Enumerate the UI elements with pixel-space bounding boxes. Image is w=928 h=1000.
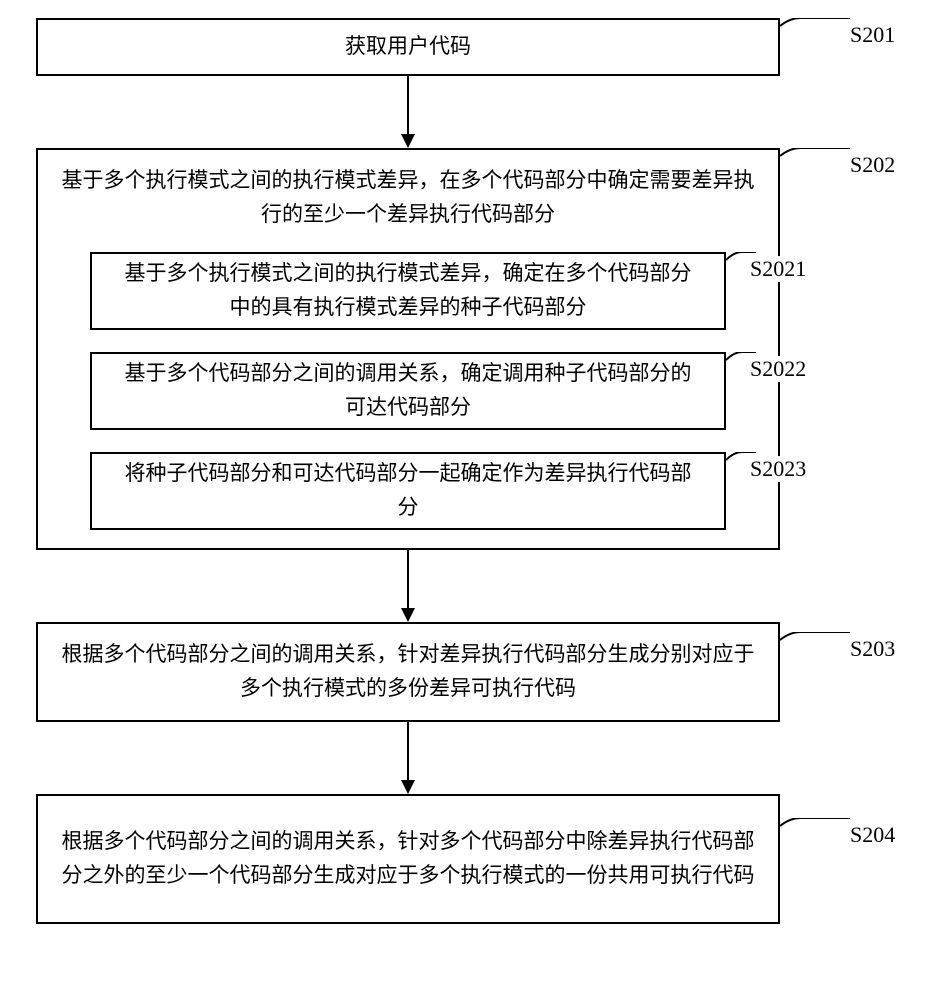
step-s2022-box: 基于多个代码部分之间的调用关系，确定调用种子代码部分的可达代码部分 bbox=[90, 352, 726, 430]
step-s203-box: 根据多个代码部分之间的调用关系，针对差异执行代码部分生成分别对应于多个执行模式的… bbox=[36, 622, 780, 722]
step-s2023-text: 将种子代码部分和可达代码部分一起确定作为差异执行代码部分 bbox=[118, 457, 698, 524]
label-s201: S201 bbox=[850, 22, 895, 48]
arrow-s203-s204 bbox=[407, 722, 409, 780]
label-s202: S202 bbox=[850, 152, 895, 178]
step-s204-text: 根据多个代码部分之间的调用关系，针对多个代码部分中除差异执行代码部分之外的至少一… bbox=[58, 825, 758, 892]
step-s203-text: 根据多个代码部分之间的调用关系，针对差异执行代码部分生成分别对应于多个执行模式的… bbox=[58, 638, 758, 705]
label-s203: S203 bbox=[850, 636, 895, 662]
step-s2021-box: 基于多个执行模式之间的执行模式差异，确定在多个代码部分中的具有执行模式差异的种子… bbox=[90, 252, 726, 330]
flowchart-container: 获取用户代码 基于多个执行模式之间的执行模式差异，在多个代码部分中确定需要差异执… bbox=[0, 0, 928, 1000]
step-s2023-box: 将种子代码部分和可达代码部分一起确定作为差异执行代码部分 bbox=[90, 452, 726, 530]
arrow-s202-s203 bbox=[407, 550, 409, 608]
connector-s201 bbox=[780, 18, 850, 48]
label-s2022: S2022 bbox=[748, 356, 808, 382]
step-s201-text: 获取用户代码 bbox=[345, 30, 471, 64]
connector-s202 bbox=[780, 148, 850, 178]
step-s201-box: 获取用户代码 bbox=[36, 18, 780, 76]
connector-s203 bbox=[780, 632, 850, 662]
arrow-head-s203-s204 bbox=[401, 780, 415, 794]
step-s2021-text: 基于多个执行模式之间的执行模式差异，确定在多个代码部分中的具有执行模式差异的种子… bbox=[118, 257, 698, 324]
arrow-s201-s202 bbox=[407, 76, 409, 134]
step-s202-text: 基于多个执行模式之间的执行模式差异，在多个代码部分中确定需要差异执行的至少一个差… bbox=[58, 164, 758, 231]
arrow-head-s202-s203 bbox=[401, 608, 415, 622]
step-s2022-text: 基于多个代码部分之间的调用关系，确定调用种子代码部分的可达代码部分 bbox=[118, 357, 698, 424]
label-s2023: S2023 bbox=[748, 456, 808, 482]
arrow-head-s201-s202 bbox=[401, 134, 415, 148]
label-s204: S204 bbox=[850, 822, 895, 848]
label-s2021: S2021 bbox=[748, 256, 808, 282]
step-s204-box: 根据多个代码部分之间的调用关系，针对多个代码部分中除差异执行代码部分之外的至少一… bbox=[36, 794, 780, 924]
connector-s204 bbox=[780, 818, 850, 848]
